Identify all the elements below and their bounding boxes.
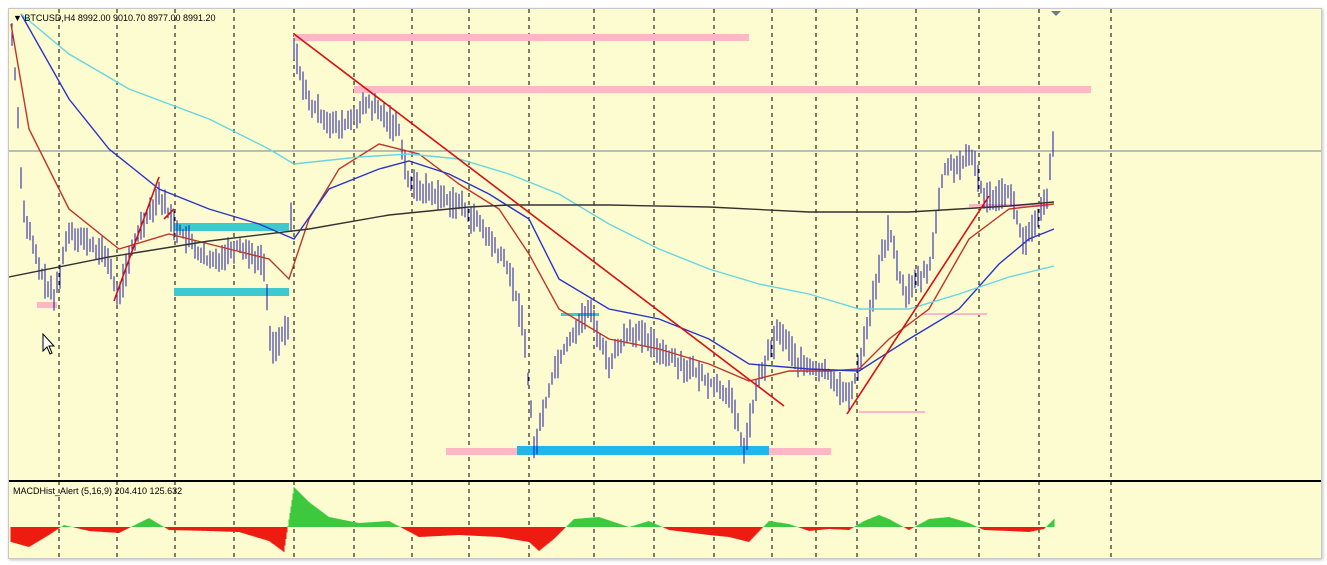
trendlines [113, 33, 990, 415]
price-zone [859, 411, 925, 413]
trendline [163, 208, 175, 220]
mouse-cursor-icon [42, 332, 56, 355]
chart-window[interactable]: ▼ BTCUSD,H4 8992.00 9010.70 8977.00 8991… [8, 8, 1322, 559]
indicator-label: MACDHist_Alert (5,16,9) 204.410 125.632 [13, 486, 183, 496]
macd-histogram [10, 487, 1055, 553]
ma-slow [20, 13, 1055, 372]
vertical-grid [58, 9, 1112, 558]
price-zone [37, 302, 57, 308]
ma-fast [10, 23, 1055, 382]
trendline [113, 176, 160, 302]
scroll-shift-icon [1051, 11, 1061, 16]
trendline [846, 195, 990, 415]
trendline [293, 33, 785, 407]
price-chart[interactable] [9, 9, 1321, 558]
price-zone [921, 313, 987, 315]
price-bars [11, 23, 1054, 464]
moving-averages [9, 13, 1055, 382]
price-zone [561, 313, 599, 316]
ma-200 [9, 201, 1055, 278]
price-zone [354, 86, 1091, 93]
ma-long [20, 13, 1055, 310]
price-zone [174, 288, 289, 296]
price-zone [174, 223, 289, 231]
price-zone [517, 446, 769, 455]
symbol-label: ▼ BTCUSD,H4 8992.00 9010.70 8977.00 8991… [13, 13, 216, 23]
price-zone [294, 34, 749, 41]
indicator-separator [9, 480, 1321, 482]
